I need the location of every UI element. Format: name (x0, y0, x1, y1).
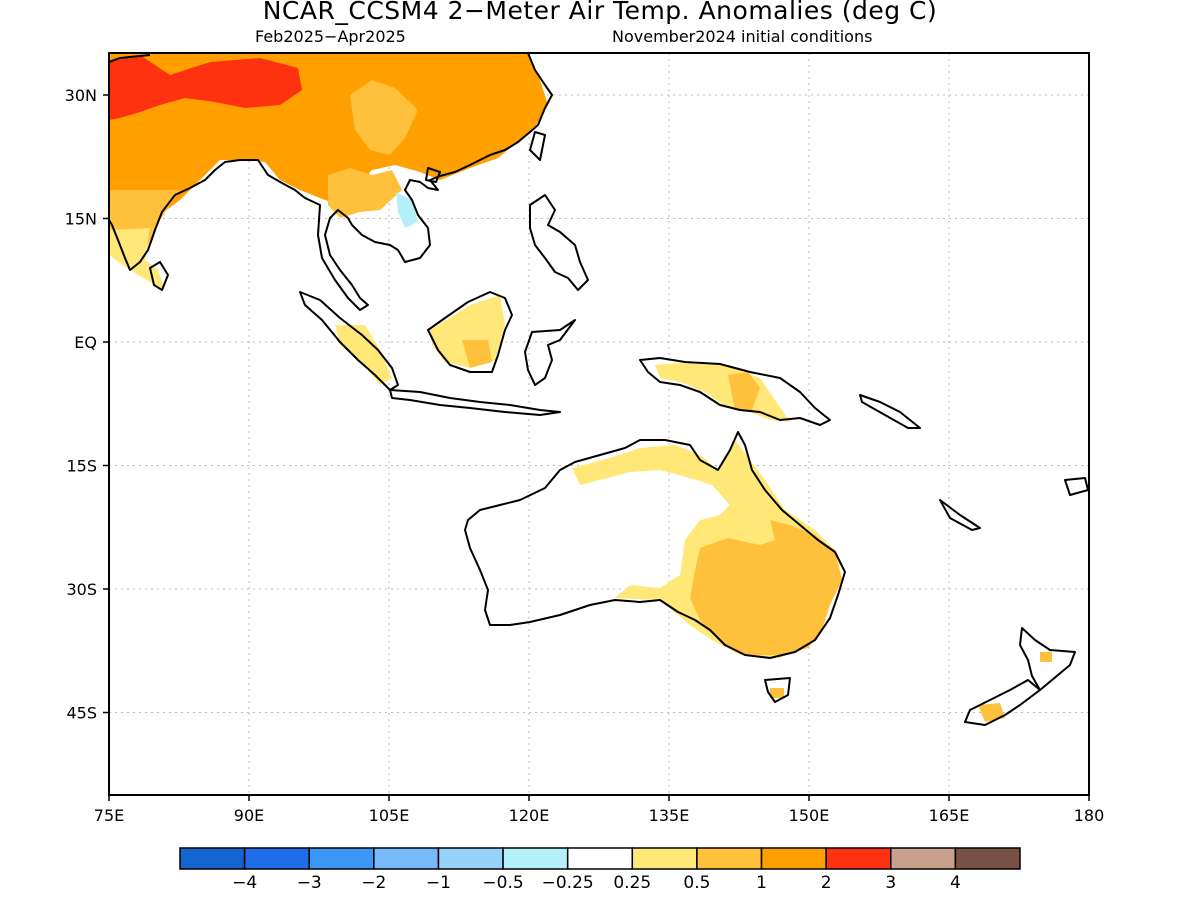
colorbar-swatch (760, 847, 827, 870)
lon-tick-label: 120E (509, 806, 550, 825)
colorbar-label: −0.5 (482, 873, 523, 893)
colorbar-label: 2 (821, 873, 832, 893)
latitude-axis: 30N 15N EQ 15S 30S 45S (65, 86, 109, 723)
coast-new-guinea (639, 357, 831, 426)
colorbar-swatch (502, 847, 569, 870)
nz-anomaly (978, 703, 1005, 722)
coastlines (108, 52, 1089, 726)
colorbar-swatch (308, 847, 375, 870)
colorbar-swatch (437, 847, 504, 870)
colorbar-swatch (631, 847, 698, 870)
colorbar-label: −0.25 (542, 873, 594, 893)
colorbar-label: −2 (361, 873, 386, 893)
lat-tick-label: 45S (66, 704, 97, 723)
australia-anomaly-05to1 (690, 520, 842, 655)
coast-australia (464, 431, 846, 659)
colorbar: −4 −3 −2 −1 −0.5 −0.25 0.25 0.5 1 2 3 4 (179, 847, 1021, 893)
new-guinea-anomaly-025to05 (655, 362, 790, 422)
lon-tick-label: 105E (369, 806, 410, 825)
colorbar-swatch (179, 847, 246, 870)
asia-anomaly-05to1 (350, 80, 418, 155)
lon-tick-label: 135E (649, 806, 690, 825)
coast-taiwan (529, 131, 546, 161)
coast-philippines (529, 194, 589, 291)
colorbar-label: −1 (426, 873, 451, 893)
initial-conditions: November2024 initial conditions (612, 27, 873, 46)
coast-new-caledonia (939, 499, 981, 531)
colorbar-swatch (890, 847, 957, 870)
colorbar-swatch (696, 847, 763, 870)
forecast-period: Feb2025−Apr2025 (255, 27, 406, 46)
lon-tick-label: 150E (789, 806, 830, 825)
indochina-anomaly-05to1 (328, 168, 402, 218)
chart-title: NCAR_CCSM4 2−Meter Air Temp. Anomalies (… (262, 0, 938, 25)
nz-north-anomaly (1040, 652, 1052, 662)
colorbar-swatch (373, 847, 440, 870)
colorbar-label: 3 (885, 873, 896, 893)
colorbar-label: 4 (950, 873, 961, 893)
colorbar-label: −3 (297, 873, 322, 893)
coast-borneo (427, 291, 513, 373)
new-guinea-anomaly-05to1 (728, 372, 760, 410)
lat-tick-label: 15N (65, 210, 97, 229)
lat-tick-label: 30S (66, 580, 97, 599)
colorbar-label: 0.5 (683, 873, 710, 893)
colorbar-swatch (566, 847, 634, 870)
coast-hainan (425, 167, 441, 183)
coast-sumatra (299, 291, 399, 391)
colorbar-swatch (954, 847, 1021, 870)
coast-solomons (859, 394, 921, 429)
colorbar-swatch (825, 847, 892, 870)
colorbar-swatch (243, 847, 310, 870)
coast-nz-south (964, 679, 1041, 726)
vietnam-cool-anomaly (396, 192, 418, 228)
anomaly-shading (109, 53, 1052, 722)
lon-tick-label: 165E (929, 806, 970, 825)
colorbar-label: 1 (756, 873, 767, 893)
borneo-anomaly-05to1 (462, 340, 492, 368)
lon-tick-label: 90E (234, 806, 264, 825)
colorbar-label: 0.25 (613, 873, 651, 893)
coast-asia (108, 52, 553, 311)
lon-tick-label: 75E (94, 806, 124, 825)
plot-border (108, 52, 1090, 796)
coast-sri-lanka (149, 261, 169, 291)
coast-java (389, 389, 561, 416)
lon-tick-label: 180 (1074, 806, 1105, 825)
tasmania-anomaly (770, 688, 784, 698)
lat-tick-label: 15S (66, 457, 97, 476)
sumatra-anomaly (335, 325, 392, 385)
longitude-axis: 75E 90E 105E 120E 135E 150E 165E 180 (94, 795, 1105, 825)
coast-sulawesi (524, 319, 576, 386)
colorbar-label: −4 (232, 873, 257, 893)
lat-tick-label: EQ (74, 333, 97, 352)
coast-tasmania (764, 677, 791, 703)
coast-nz-north (1019, 627, 1076, 691)
map-frame (109, 53, 1089, 795)
lat-tick-label: 30N (65, 86, 97, 105)
asia-anomaly-2to3 (109, 55, 302, 120)
